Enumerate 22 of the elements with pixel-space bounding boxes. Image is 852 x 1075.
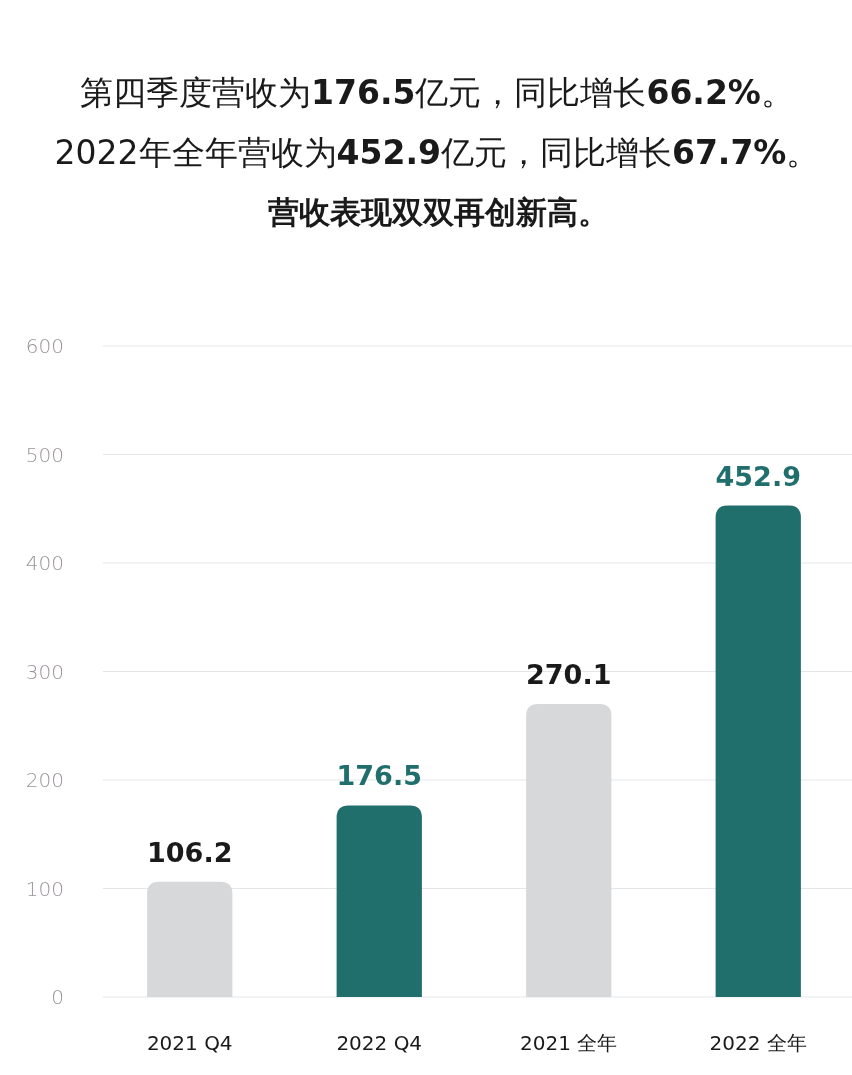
x-tick-label: 2021 全年 bbox=[520, 1031, 618, 1055]
x-tick-label: 2021 Q4 bbox=[146, 1031, 233, 1055]
y-tick-label: 600 bbox=[25, 334, 64, 358]
y-tick-label: 100 bbox=[25, 876, 64, 901]
y-tick-label: 200 bbox=[25, 768, 64, 792]
text: 营收表现双双再创新高。 bbox=[267, 194, 609, 230]
data-label: 106.2 bbox=[147, 836, 233, 868]
chart-title: 第四季度营收为176.5亿元，同比增长66.2%。 bbox=[80, 73, 794, 112]
data-label: 452.9 bbox=[715, 460, 801, 492]
bar bbox=[526, 703, 612, 997]
bar bbox=[715, 505, 801, 997]
y-tick-label: 400 bbox=[25, 551, 64, 575]
bar bbox=[336, 805, 422, 997]
data-label: 270.1 bbox=[526, 658, 612, 690]
y-tick-label: 0 bbox=[51, 985, 64, 1009]
chart-subtitle: 2022年全年营收为452.9亿元，同比增长67.7%。 bbox=[54, 133, 820, 172]
data-label: 176.5 bbox=[336, 760, 422, 792]
x-tick-label: 2022 Q4 bbox=[336, 1031, 423, 1055]
x-tick-label: 2022 全年 bbox=[709, 1031, 807, 1055]
y-tick-label: 300 bbox=[25, 659, 64, 684]
bar bbox=[147, 881, 233, 997]
y-tick-label: 500 bbox=[25, 442, 64, 467]
